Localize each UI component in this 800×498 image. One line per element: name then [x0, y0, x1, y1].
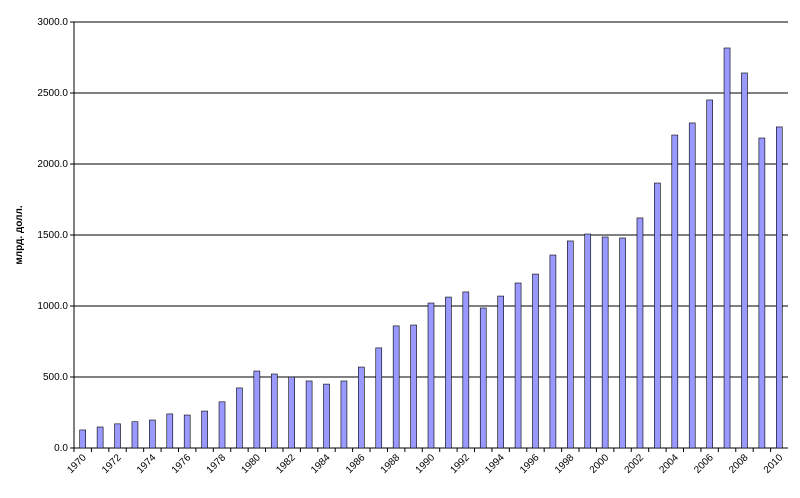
x-tick-label: 2008 — [727, 452, 751, 476]
y-tick-label: 2000.0 — [37, 159, 68, 170]
x-tick-label: 2006 — [692, 452, 716, 476]
x-tick-label: 1996 — [518, 452, 542, 476]
bar — [410, 324, 417, 449]
x-tick-label: 1970 — [65, 452, 89, 476]
y-tick-label: 1500.0 — [37, 230, 68, 241]
bar — [479, 307, 487, 449]
bar — [758, 137, 766, 449]
bar — [358, 366, 365, 449]
bar — [601, 236, 609, 449]
bar — [183, 414, 191, 449]
x-tick-label: 2002 — [623, 452, 647, 476]
x-tick-label: 1998 — [553, 452, 577, 476]
x-tick-label: 2010 — [762, 452, 786, 476]
bar — [201, 410, 208, 449]
x-tick-label: 1992 — [448, 452, 472, 476]
x-tick-label: 1982 — [274, 452, 298, 476]
y-tick-label: 0.0 — [54, 443, 68, 454]
x-tick-label: 1986 — [344, 452, 368, 476]
bar — [549, 254, 557, 449]
bar — [96, 426, 104, 449]
bar — [671, 134, 679, 449]
x-tick-label: 1988 — [379, 452, 403, 476]
y-tick-label: 2500.0 — [37, 88, 68, 99]
bar — [532, 273, 539, 449]
bar — [462, 291, 470, 449]
x-tick-label: 1980 — [239, 452, 263, 476]
bar — [688, 122, 696, 449]
bar — [79, 429, 87, 449]
bar — [323, 383, 330, 449]
bar — [131, 421, 139, 449]
y-tick-label: 1000.0 — [37, 301, 68, 312]
y-tick-label: 3000.0 — [37, 17, 68, 28]
x-tick-label: 1990 — [414, 452, 438, 476]
y-tick-label: 500.0 — [43, 372, 68, 383]
bar — [427, 302, 435, 449]
bar — [218, 401, 226, 449]
bar — [636, 217, 644, 449]
bar — [654, 182, 661, 449]
x-tick-label: 2000 — [588, 452, 612, 476]
x-tick-label: 1978 — [205, 452, 229, 476]
x-tick-label: 1972 — [100, 452, 124, 476]
bar — [567, 240, 574, 449]
bar — [584, 233, 592, 449]
bar — [514, 282, 522, 449]
bar — [375, 347, 383, 449]
x-tick-label: 2004 — [657, 452, 681, 476]
bar — [445, 296, 452, 449]
bar — [305, 380, 313, 449]
bar — [149, 419, 156, 449]
bar — [741, 72, 748, 449]
bar — [775, 126, 783, 449]
x-tick-label: 1976 — [170, 452, 194, 476]
bar — [166, 413, 174, 449]
bar — [114, 423, 121, 449]
bar — [288, 376, 295, 449]
y-axis-label: млрд. долл. — [14, 205, 25, 264]
x-tick-label: 1974 — [135, 452, 159, 476]
bar — [706, 99, 713, 449]
bar — [497, 295, 504, 449]
bar — [236, 387, 243, 449]
x-tick-label: 1994 — [483, 452, 507, 476]
bar — [392, 325, 400, 449]
bar — [270, 373, 278, 449]
x-tick-label: 1984 — [309, 452, 333, 476]
bar — [340, 380, 348, 449]
bar — [723, 47, 731, 449]
bar — [253, 370, 261, 449]
bar — [619, 237, 626, 449]
